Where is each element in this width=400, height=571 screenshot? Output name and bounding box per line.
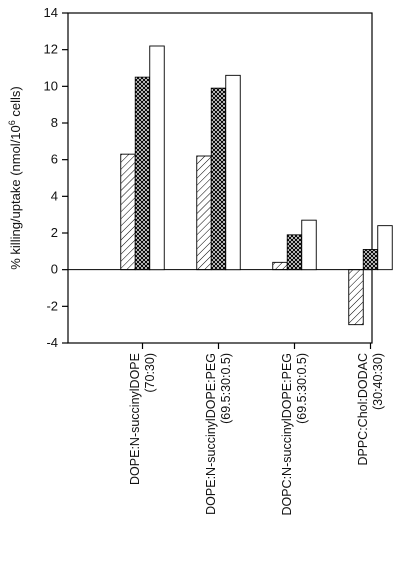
labels: DOPE:N-succinylDOPE (70:30) DOPE:N-succiny… xyxy=(7,86,385,515)
y-tick-label: 12 xyxy=(44,42,58,57)
category-label: DOPC:N-succinylDOPE:PEG (69.5:30:0.5) xyxy=(280,353,309,516)
y-tick-label: 0 xyxy=(51,262,58,277)
bar-white xyxy=(377,225,393,271)
y-tick-label: -4 xyxy=(46,335,58,350)
category-label-line: (69.5:30:0.5) xyxy=(219,353,233,424)
bar-crosshatch xyxy=(362,249,379,271)
y-tick-label: -2 xyxy=(46,298,58,313)
category-label-line: DOPE:N-succinylDOPE:PEG xyxy=(204,353,218,515)
y-tick-label: 4 xyxy=(51,188,58,203)
bar-hatch xyxy=(272,261,288,271)
category-label: DOPE:N-succinylDOPE (70:30) xyxy=(128,353,157,485)
bar-hatch xyxy=(196,155,212,271)
bar-white xyxy=(225,74,241,271)
y-tick-label: 6 xyxy=(51,152,58,167)
category-label-line: DOPE:N-succinylDOPE xyxy=(128,353,142,485)
bar-white xyxy=(149,45,165,271)
category-label-line: DOPC:N-succinylDOPE:PEG xyxy=(280,353,294,516)
plot-frame xyxy=(67,12,373,344)
bar-white xyxy=(301,219,317,271)
y-axis-label: % killing/uptake (nmol/106 cells) xyxy=(7,86,23,270)
category-label: DPPC:Chol:DODAC (30:40:30) xyxy=(356,353,385,466)
category-label: DOPE:N-succinylDOPE:PEG (69.5:30:0.5) xyxy=(204,353,233,515)
category-label-line: DPPC:Chol:DODAC xyxy=(356,353,370,466)
axes: -4 -2 0 2 4 6 8 10 12 14 xyxy=(44,5,373,350)
bar-crosshatch xyxy=(134,76,151,271)
y-tick-label: 8 xyxy=(51,115,58,130)
category-label-line: (70:30) xyxy=(143,353,157,393)
category-label-line: (69.5:30:0.5) xyxy=(295,353,309,424)
bar-hatch xyxy=(348,269,364,326)
bars xyxy=(120,45,393,326)
y-tick-label: 2 xyxy=(51,225,58,240)
y-tick-label: 10 xyxy=(44,78,58,93)
y-tick-label: 14 xyxy=(44,5,58,20)
bar-hatch xyxy=(120,153,136,271)
bar-crosshatch xyxy=(210,87,227,271)
bar-crosshatch xyxy=(286,234,303,271)
category-label-line: (30:40:30) xyxy=(371,353,385,410)
